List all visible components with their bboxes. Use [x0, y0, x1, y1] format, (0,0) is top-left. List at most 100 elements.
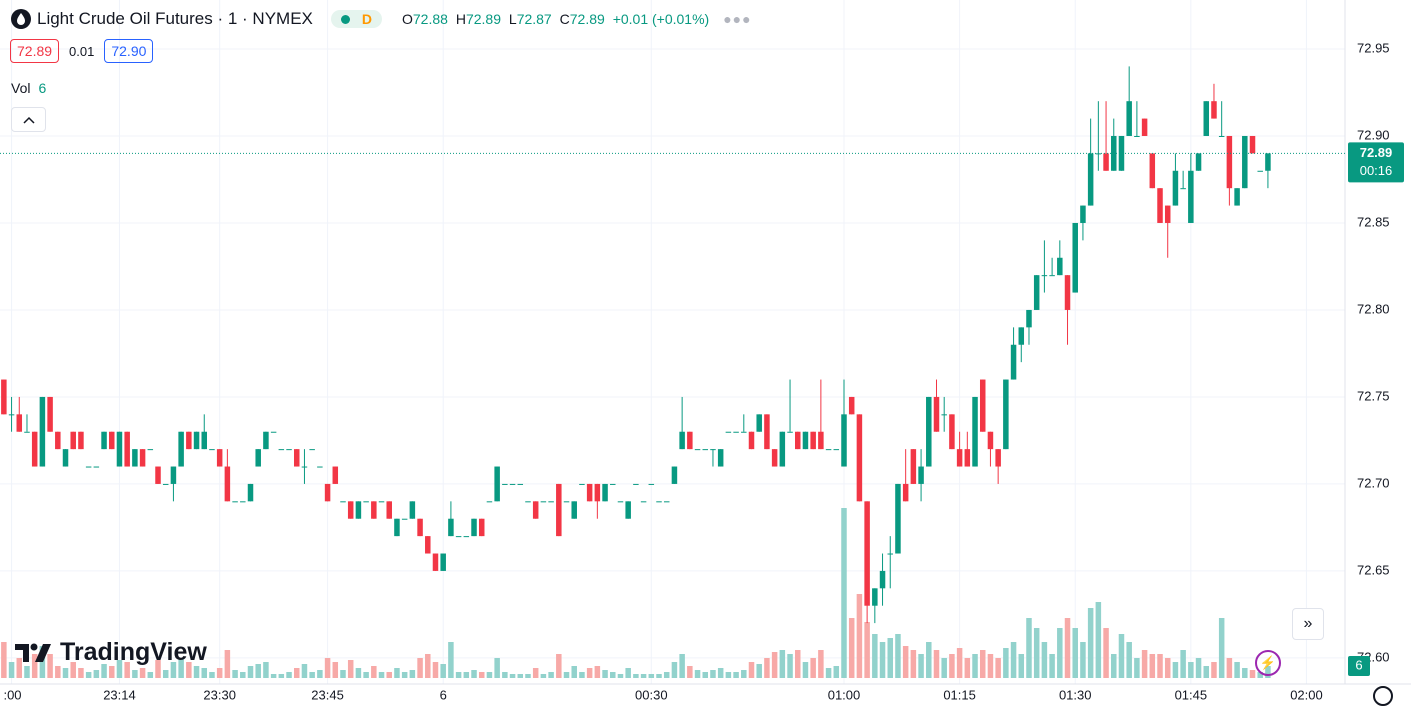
market-status[interactable]: D: [330, 10, 382, 28]
volume-bar: [979, 650, 986, 678]
x-tick-label: 23:45: [311, 687, 344, 702]
x-tick-label: 01:30: [1059, 687, 1092, 702]
volume-bar: [702, 672, 709, 678]
candle-body: [972, 396, 978, 467]
symbol-title[interactable]: Light Crude Oil Futures · 1 · NYMEX: [37, 9, 313, 28]
volume-bar: [540, 674, 547, 678]
candle-body: [232, 501, 238, 503]
volume-bar: [694, 670, 701, 678]
candle-body: [8, 414, 15, 416]
candle-body: [124, 431, 130, 467]
volume-bar: [648, 674, 655, 678]
candle-body: [818, 431, 824, 450]
volume-bar: [417, 658, 423, 678]
candle-body: [255, 449, 261, 467]
spread: 0.01: [69, 43, 95, 59]
volume-bar: [733, 672, 739, 678]
volume-bar: [55, 666, 61, 678]
volume-bar: [440, 664, 446, 678]
volume-bar: [771, 652, 778, 678]
candle-body: [556, 483, 562, 537]
lightning-button[interactable]: ⚡: [1255, 650, 1281, 676]
volume-bar: [132, 670, 138, 678]
volume-bar: [486, 672, 493, 678]
ask-button[interactable]: 72.90: [104, 39, 154, 63]
candle-body: [640, 501, 647, 503]
candle-body: [378, 501, 385, 503]
candle-body: [324, 483, 331, 502]
candle-body: [371, 501, 377, 519]
candle-body: [486, 501, 493, 503]
volume-bar: [787, 654, 793, 678]
candle-body: [1, 379, 7, 415]
candle-body: [355, 501, 362, 519]
volume-bar: [949, 654, 955, 678]
candle-body: [39, 396, 46, 467]
candle-body: [509, 483, 516, 485]
volume-bar: [324, 658, 331, 678]
volume-bar: [756, 664, 762, 678]
volume-bar: [478, 672, 485, 678]
volume-bar: [1164, 658, 1171, 678]
volume-bar: [517, 674, 524, 678]
candle-body: [494, 466, 500, 502]
more-button[interactable]: ●●●: [723, 11, 752, 27]
candle-body: [1218, 135, 1225, 137]
candle-body: [949, 414, 955, 450]
candle-body: [278, 449, 285, 451]
candle-body: [24, 431, 30, 433]
countdown-label: 00:16: [1360, 163, 1393, 178]
candle-body: [756, 414, 762, 432]
volume-bar: [710, 670, 716, 678]
candle-body: [116, 431, 123, 467]
candle-body: [710, 449, 716, 451]
volume-bar: [563, 672, 570, 678]
candle-body: [201, 431, 208, 450]
scroll-to-realtime[interactable]: »: [1292, 608, 1324, 640]
candle-body: [648, 483, 655, 485]
candle-body: [1242, 135, 1248, 189]
volume-bar: [764, 658, 770, 678]
candle-body: [147, 449, 154, 451]
candle-body: [1026, 309, 1032, 328]
candle-body: [933, 396, 940, 432]
candle-body: [1080, 205, 1086, 223]
volume-bar: [987, 654, 994, 678]
volume-bar: [895, 634, 901, 678]
volume-bar: [301, 664, 308, 678]
candle-body: [918, 466, 924, 484]
candle-body: [841, 414, 847, 467]
candle-body: [586, 483, 593, 502]
candle-body: [725, 431, 732, 433]
volume-bar: [679, 654, 685, 678]
candle-body: [1234, 188, 1240, 206]
candle-body: [263, 431, 269, 450]
candle-body: [910, 449, 917, 484]
candle-body: [779, 431, 786, 467]
volume-bar: [725, 672, 732, 678]
volume-bar: [1218, 618, 1225, 678]
candle-body: [478, 518, 485, 537]
candle-body: [186, 431, 192, 450]
bid-button[interactable]: 72.89: [10, 39, 60, 63]
volume-bar: [278, 674, 285, 678]
volume-bar: [1134, 658, 1140, 678]
candle-body: [895, 483, 901, 554]
candle-body: [540, 501, 547, 503]
y-tick-label: 72.70: [1357, 475, 1390, 490]
candle-body: [602, 483, 608, 502]
volume-bar: [47, 654, 53, 678]
ohlc-value: 72.87: [516, 11, 552, 27]
candle-body: [170, 466, 177, 484]
volume-bar: [594, 666, 601, 678]
volume-bar: [386, 672, 392, 678]
volume-bar: [332, 662, 339, 678]
candle-body: [1033, 275, 1040, 310]
collapse-button[interactable]: [11, 107, 46, 132]
candle-body: [941, 414, 947, 416]
volume-legend: Vol 6: [11, 80, 46, 96]
settings-button[interactable]: [1373, 686, 1393, 706]
volume-bar: [1072, 628, 1078, 678]
candle-body: [301, 466, 308, 468]
